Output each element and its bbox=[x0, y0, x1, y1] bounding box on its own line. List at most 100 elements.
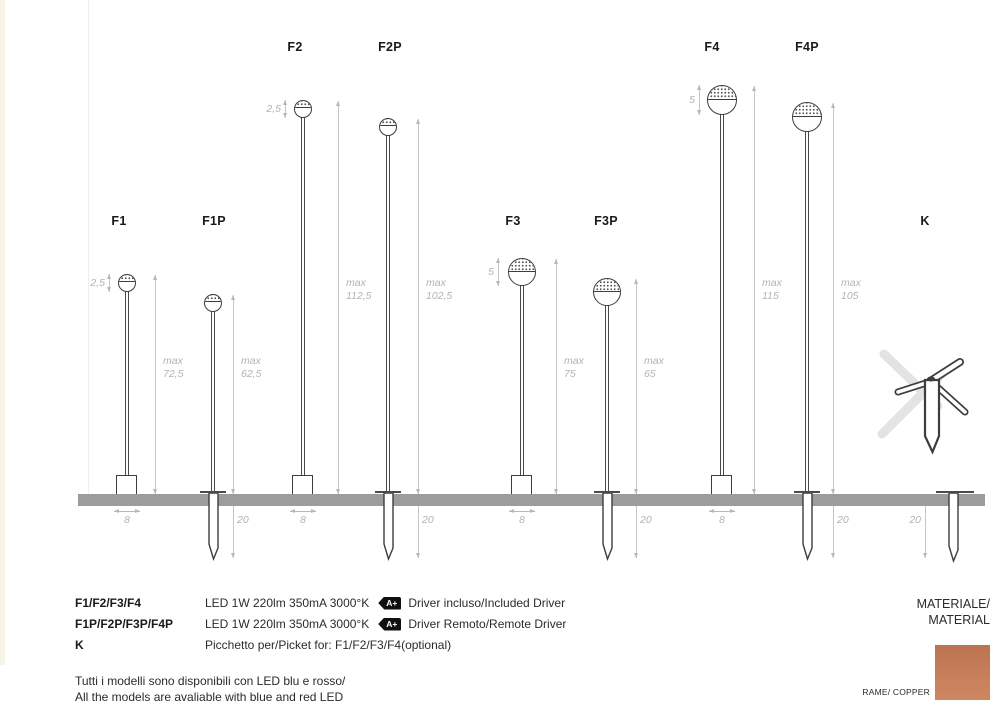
max-value: 62,5 bbox=[241, 368, 262, 380]
depth-text-f2p: 20 bbox=[422, 514, 434, 526]
figure-label-f4p: F4P bbox=[795, 40, 819, 54]
figure-label-k: K bbox=[920, 214, 930, 228]
max-value: 65 bbox=[644, 368, 656, 380]
picket-flange-f4p bbox=[794, 491, 820, 493]
figure-label-f1: F1 bbox=[111, 214, 127, 228]
max-height-dim-line-f1 bbox=[153, 275, 157, 494]
lamp-head-f2p bbox=[379, 118, 397, 136]
max-height-text-f1: max 72,5 bbox=[163, 355, 183, 381]
pole-f2p bbox=[386, 134, 390, 494]
depth-dim-line-f4p bbox=[831, 506, 835, 558]
picket-blade-k bbox=[948, 493, 959, 563]
pole-f3 bbox=[520, 284, 524, 475]
max-label: max bbox=[564, 355, 584, 367]
lamp-head-f3 bbox=[508, 258, 536, 286]
led-dome bbox=[295, 101, 311, 109]
spec-text: LED 1W 220lm 350mA 3000°K bbox=[205, 617, 370, 631]
note-line-italian: Tutti i modelli sono disponibili con LED… bbox=[75, 674, 346, 688]
max-value: 72,5 bbox=[163, 368, 184, 380]
pole-f4 bbox=[720, 113, 724, 475]
energy-class-badge: A+ bbox=[378, 596, 402, 610]
led-dome bbox=[708, 86, 736, 100]
copper-swatch-label: RAME/ COPPER bbox=[862, 687, 930, 697]
head-height-text-f1: 2,5 bbox=[90, 277, 105, 289]
max-label: max bbox=[644, 355, 664, 367]
lamp-head-f4p bbox=[792, 102, 822, 132]
base-width-text-f4: 8 bbox=[719, 514, 725, 526]
max-height-dim-line-f2 bbox=[336, 101, 340, 494]
head-height-text-f3: 5 bbox=[488, 266, 494, 278]
driver-text: Driver incluso/Included Driver bbox=[408, 596, 566, 610]
lamp-head-f1p bbox=[204, 294, 222, 312]
page-fold-line bbox=[88, 0, 89, 494]
max-height-dim-line-f2p bbox=[416, 119, 420, 494]
head-height-dim-line-f3 bbox=[496, 258, 500, 286]
spec-text: Picchetto per/Picket for: F1/F2/F3/F4(op… bbox=[205, 638, 452, 652]
energy-class-badge: A+ bbox=[378, 617, 402, 631]
led-dome bbox=[205, 295, 221, 303]
material-title-italian: MATERIALE/ bbox=[916, 597, 990, 611]
driver-text: Driver Remoto/Remote Driver bbox=[408, 617, 567, 631]
pole-f3p bbox=[605, 304, 609, 494]
base-width-dim-line-f4 bbox=[709, 509, 735, 513]
spec-text: LED 1W 220lm 350mA 3000°K bbox=[205, 596, 370, 610]
lamp-head-f1 bbox=[118, 274, 136, 292]
depth-dim-line-k bbox=[923, 506, 927, 558]
picket-flange-k bbox=[936, 491, 974, 493]
max-height-text-f2: max 112,5 bbox=[346, 277, 372, 303]
max-value: 102,5 bbox=[426, 290, 453, 302]
max-value: 115 bbox=[762, 290, 779, 302]
spec-model: F1/F2/F3/F4 bbox=[75, 596, 142, 610]
ground-bar bbox=[78, 494, 985, 506]
max-value: 105 bbox=[841, 290, 859, 302]
picket-blade-f1p bbox=[208, 493, 219, 561]
lamp-head-f2 bbox=[294, 100, 312, 118]
picket-flange-f1p bbox=[200, 491, 226, 493]
base-width-dim-line-f1 bbox=[114, 509, 140, 513]
availability-note: Tutti i modelli sono disponibili con LED… bbox=[75, 674, 345, 705]
spec-row-k: K Picchetto per/Picket for: F1/F2/F3/F4(… bbox=[75, 637, 451, 653]
lamp-head-f3p bbox=[593, 278, 621, 306]
note-line-english: All the models are avaliable with blue a… bbox=[75, 689, 344, 704]
material-title-english: MATERIAL bbox=[928, 613, 990, 627]
pole-f1p bbox=[211, 310, 215, 494]
max-label: max bbox=[241, 355, 261, 367]
max-label: max bbox=[841, 277, 861, 289]
max-label: max bbox=[163, 355, 183, 367]
max-height-text-f3: max 75 bbox=[564, 355, 584, 381]
picket-flange-f2p bbox=[375, 491, 401, 493]
max-label: max bbox=[426, 277, 446, 289]
figure-label-f2: F2 bbox=[287, 40, 303, 54]
max-label: max bbox=[346, 277, 366, 289]
depth-text-f1p: 20 bbox=[237, 514, 249, 526]
max-value: 75 bbox=[564, 368, 576, 380]
base-width-text-f1: 8 bbox=[124, 514, 130, 526]
max-height-text-f1p: max 62,5 bbox=[241, 355, 261, 381]
base-f4 bbox=[711, 475, 732, 494]
figure-label-f3: F3 bbox=[505, 214, 521, 228]
spec-model: F1P/F2P/F3P/F4P bbox=[75, 617, 174, 631]
base-width-dim-line-f3 bbox=[509, 509, 535, 513]
head-height-dim-line-f4 bbox=[697, 85, 701, 115]
pole-f2 bbox=[301, 116, 305, 475]
figure-label-f2p: F2P bbox=[378, 40, 402, 54]
spec-row-f-models: F1/F2/F3/F4 LED 1W 220lm 350mA 3000°K A+… bbox=[75, 595, 565, 611]
max-height-text-f4p: max 105 bbox=[841, 277, 861, 303]
max-height-dim-line-f4 bbox=[752, 86, 756, 494]
pole-f1 bbox=[125, 290, 129, 475]
picket-blade-f3p bbox=[602, 493, 613, 561]
head-height-dim-line-f1 bbox=[107, 274, 111, 292]
base-width-dim-line-f2 bbox=[290, 509, 316, 513]
figure-label-f3p: F3P bbox=[594, 214, 618, 228]
depth-text-f4p: 20 bbox=[837, 514, 849, 526]
figure-label-f1p: F1P bbox=[202, 214, 226, 228]
base-f2 bbox=[292, 475, 313, 494]
max-label: max bbox=[762, 277, 782, 289]
max-height-text-f2p: max 102,5 bbox=[426, 277, 452, 303]
material-title: MATERIALE/ MATERIAL bbox=[856, 596, 990, 628]
copper-swatch bbox=[935, 645, 990, 700]
max-height-dim-line-f3p bbox=[634, 279, 638, 494]
depth-text-k: 20 bbox=[909, 514, 921, 526]
head-height-text-f4: 5 bbox=[689, 94, 695, 106]
